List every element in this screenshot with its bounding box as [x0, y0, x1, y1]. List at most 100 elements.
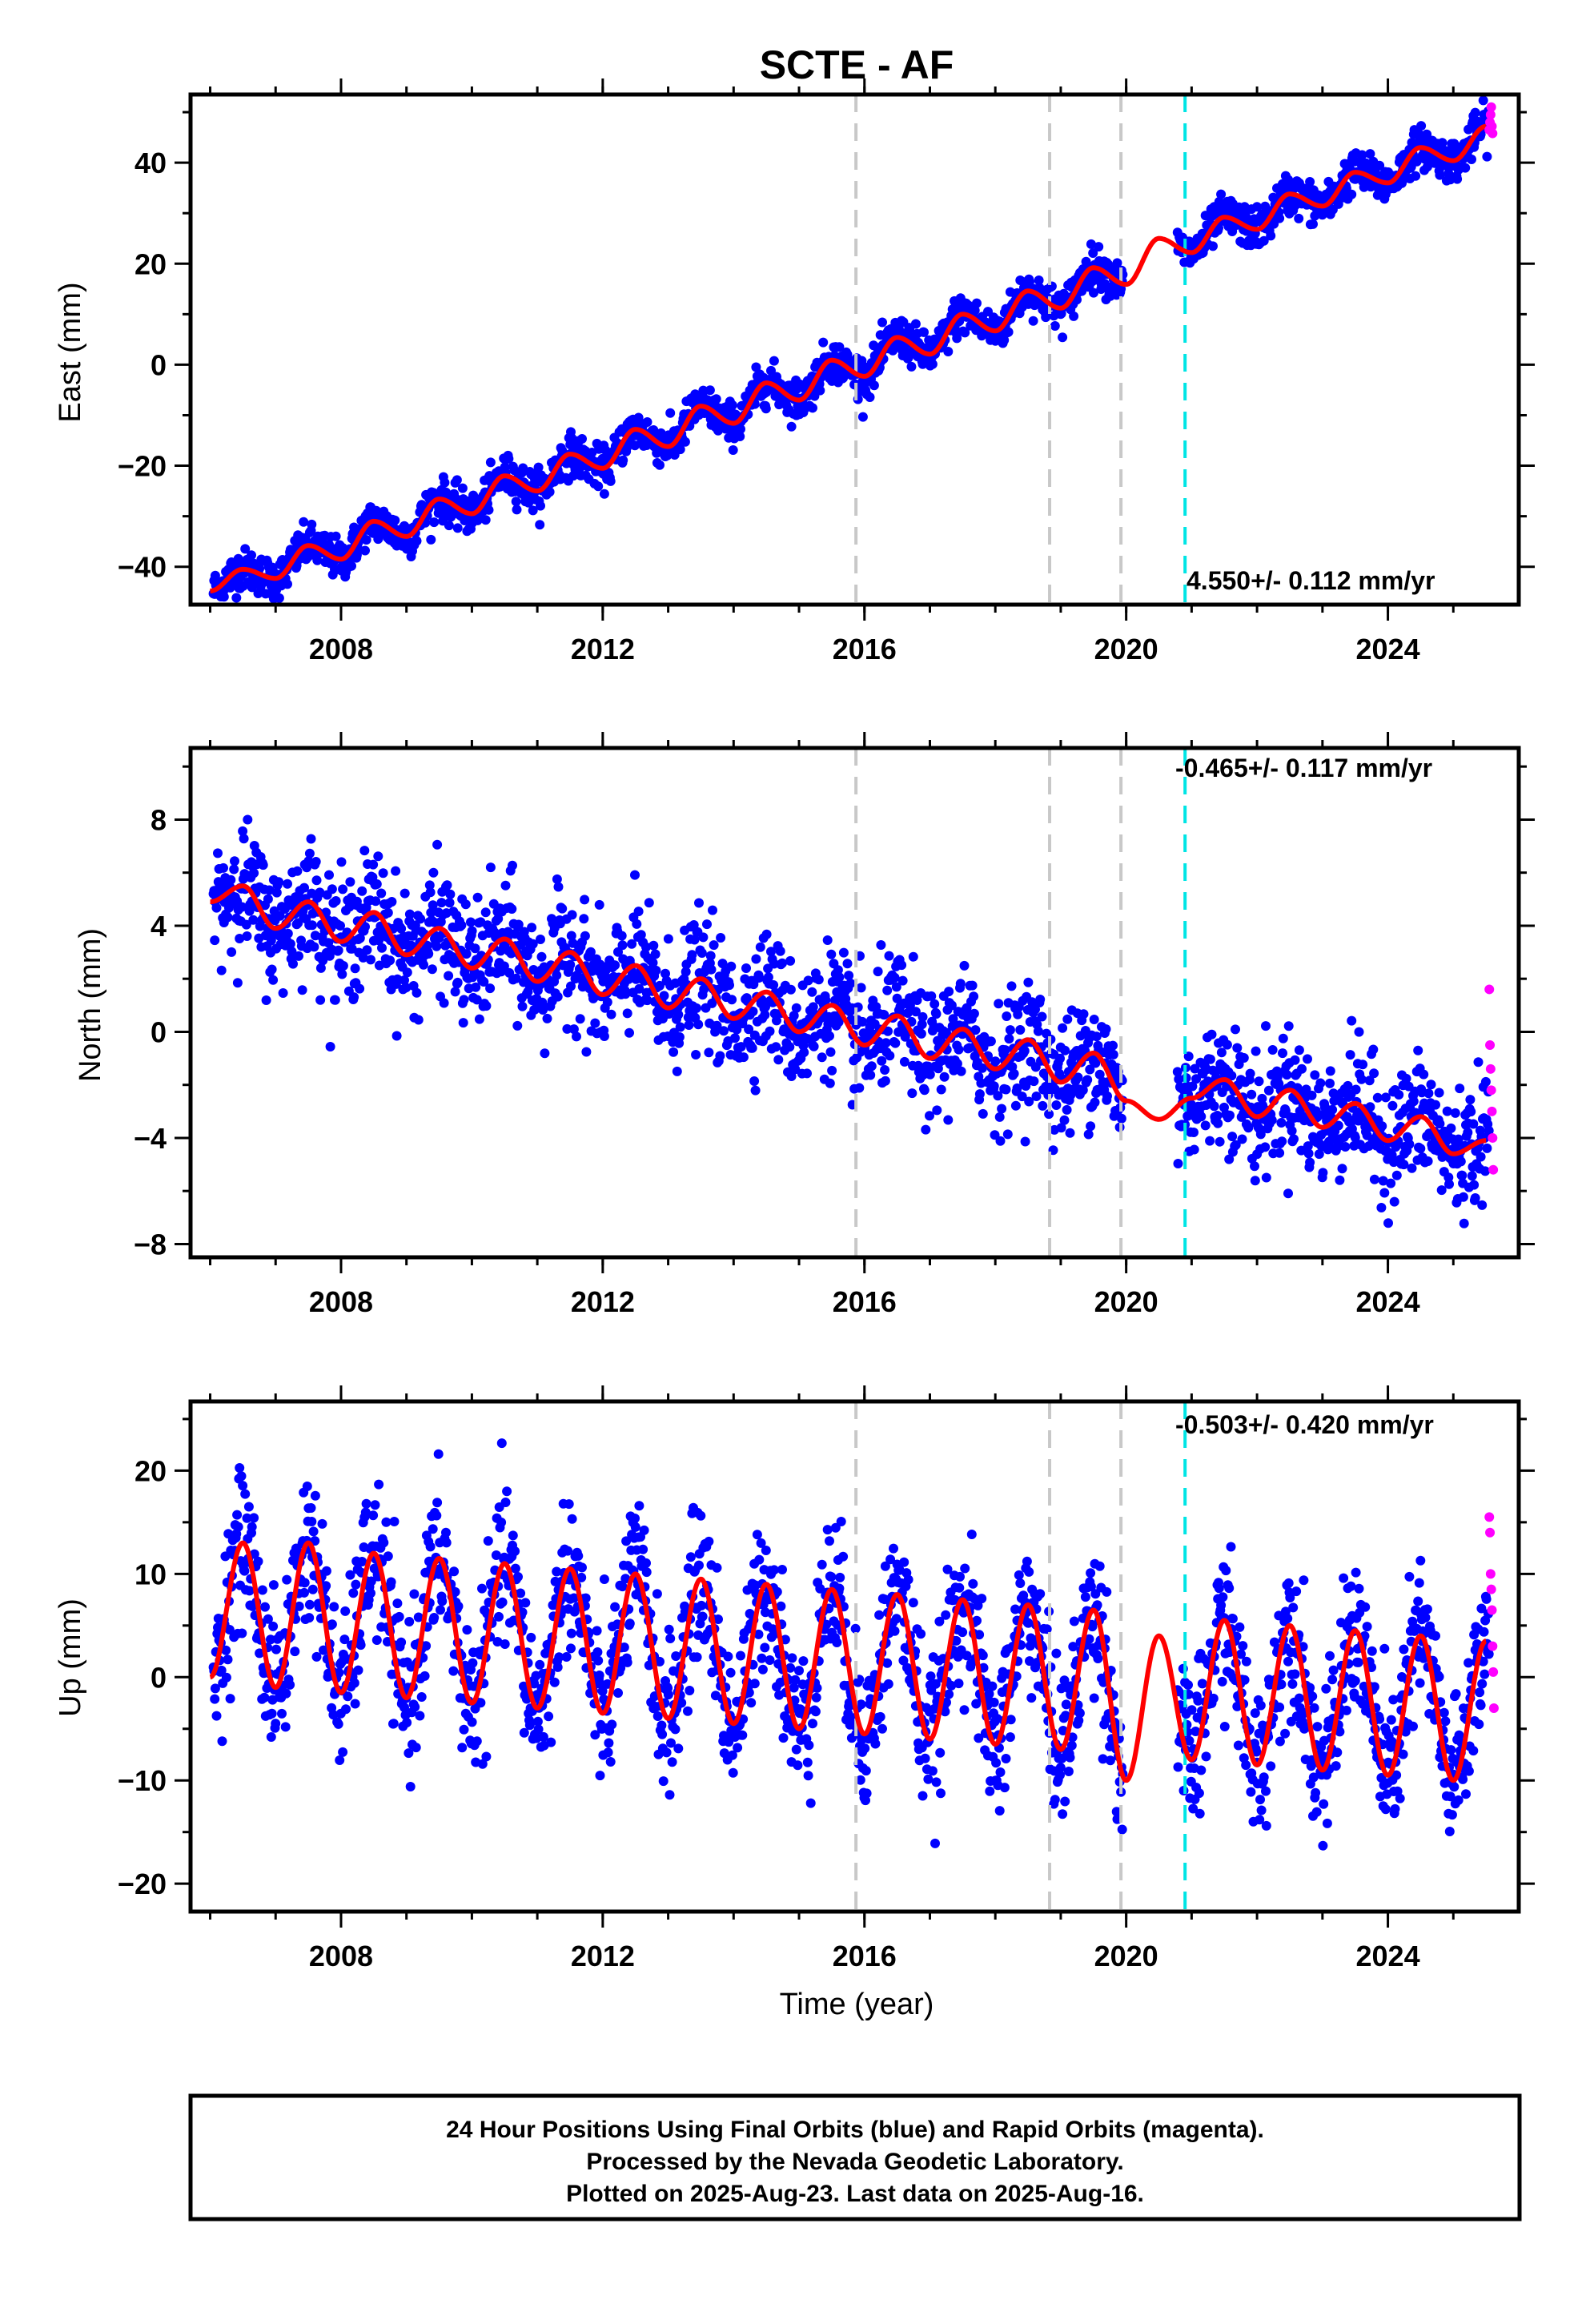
up-final-point	[402, 1718, 412, 1727]
east-final-point	[528, 505, 538, 516]
north-final-point	[1453, 1134, 1464, 1144]
east-final-point	[1252, 202, 1263, 212]
up-final-point	[573, 1550, 584, 1561]
east-final-point	[247, 550, 256, 561]
north-final-point	[1401, 1073, 1411, 1084]
up-final-point	[483, 1536, 493, 1546]
north-final-point	[1455, 1084, 1465, 1094]
north-final-point	[268, 975, 279, 985]
up-final-point	[343, 1691, 353, 1702]
north-final-point	[1224, 1154, 1235, 1164]
up-final-point	[361, 1498, 371, 1509]
up-final-point	[263, 1614, 273, 1624]
north-final-point	[1082, 1075, 1093, 1085]
north-final-point	[884, 951, 894, 961]
up-final-point	[260, 1602, 270, 1612]
up-final-point	[244, 1586, 255, 1596]
east-final-point	[1034, 275, 1044, 285]
north-final-point	[211, 903, 222, 913]
up-final-point	[500, 1639, 510, 1649]
up-final-point	[673, 1743, 684, 1754]
north-final-point	[307, 920, 317, 931]
north-final-point	[567, 910, 577, 920]
north-final-point	[237, 902, 247, 912]
up-final-point	[335, 1755, 345, 1765]
east-final-point	[1305, 177, 1315, 187]
north-x-tick-label: 2012	[571, 1285, 635, 1318]
up-final-point	[630, 1514, 640, 1523]
north-rapid-point	[1487, 1106, 1497, 1116]
north-final-point	[333, 945, 343, 955]
north-final-point	[1033, 1026, 1043, 1036]
up-final-point	[667, 1757, 677, 1767]
up-final-point	[549, 1677, 560, 1687]
up-final-point	[665, 1634, 676, 1643]
north-final-point	[493, 914, 504, 924]
north-final-point	[1354, 1027, 1364, 1037]
north-final-point	[969, 991, 979, 1002]
north-final-point	[786, 1072, 797, 1081]
east-final-point	[735, 432, 745, 441]
north-final-point	[1423, 1088, 1434, 1099]
up-final-point	[492, 1637, 503, 1647]
north-final-point	[1383, 1218, 1393, 1228]
east-final-point	[857, 412, 868, 422]
up-final-point	[692, 1652, 702, 1663]
north-final-point	[989, 1081, 999, 1092]
north-final-point	[1444, 1179, 1454, 1189]
up-final-point	[271, 1719, 281, 1729]
up-final-point	[413, 1612, 424, 1622]
up-final-point	[327, 1619, 337, 1630]
north-final-point	[1458, 1192, 1468, 1202]
east-final-point	[1089, 287, 1098, 298]
north-final-point	[355, 933, 365, 943]
north-final-point	[428, 900, 438, 911]
east-x-tick-label: 2008	[309, 633, 373, 665]
north-x-tick-label: 2008	[309, 1285, 373, 1318]
north-final-point	[879, 1010, 889, 1020]
north-final-point	[304, 848, 315, 858]
north-final-point	[802, 1068, 812, 1079]
north-final-point	[213, 848, 223, 858]
north-final-point	[1389, 1196, 1399, 1207]
north-final-point	[689, 935, 700, 945]
north-final-point	[1183, 1051, 1194, 1062]
east-final-point	[906, 361, 917, 372]
north-final-point	[1089, 1015, 1099, 1024]
up-final-point	[497, 1597, 508, 1607]
east-final-point	[1050, 321, 1060, 331]
up-final-point	[307, 1517, 317, 1526]
north-final-point	[1024, 1096, 1034, 1107]
east-final-point	[331, 531, 341, 541]
north-final-point	[751, 954, 761, 964]
north-final-point	[822, 935, 833, 945]
north-final-point	[917, 1019, 927, 1030]
up-final-point	[685, 1686, 695, 1695]
up-final-point	[386, 1577, 396, 1587]
north-final-point	[371, 896, 381, 907]
north-final-point	[882, 985, 893, 995]
east-final-point	[736, 424, 745, 434]
east-final-point	[1470, 107, 1480, 118]
north-final-point	[669, 1047, 679, 1057]
north-final-point	[825, 1047, 836, 1057]
north-final-point	[1372, 1092, 1383, 1103]
up-final-point	[338, 1747, 348, 1757]
east-frame	[188, 92, 1521, 607]
north-final-point	[880, 1076, 890, 1086]
up-final-point	[661, 1747, 672, 1758]
north-final-point	[1480, 1166, 1491, 1176]
north-final-point	[1378, 1176, 1388, 1186]
north-final-point	[536, 951, 547, 962]
north-final-point	[1019, 1046, 1030, 1056]
north-final-point	[705, 951, 716, 961]
east-final-point	[766, 365, 776, 376]
north-final-point	[1283, 1188, 1293, 1199]
east-final-point	[952, 333, 962, 344]
up-final-point	[249, 1513, 259, 1523]
north-final-point	[1174, 1074, 1184, 1084]
north-final-point	[315, 995, 326, 1005]
up-final-point	[334, 1667, 344, 1678]
north-final-point	[1196, 1112, 1207, 1122]
north-final-point	[1340, 1142, 1351, 1152]
